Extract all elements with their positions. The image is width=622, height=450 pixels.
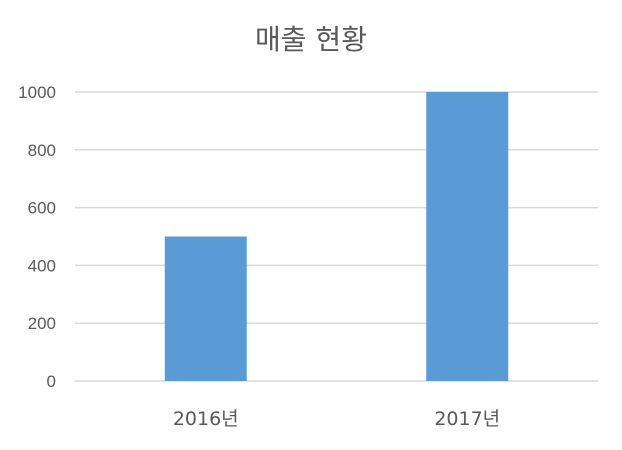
bar-1 (164, 236, 247, 381)
y-tick-label: 200 (28, 314, 56, 333)
y-axis-ticks: 0 200 400 600 800 1000 (18, 83, 56, 391)
bar-layer (164, 92, 509, 381)
y-tick-label: 800 (28, 141, 56, 160)
y-tick-label: 600 (28, 199, 56, 218)
y-tick-label: 1000 (18, 83, 56, 102)
x-category-label: 2017년 (434, 408, 500, 430)
x-axis-categories: 2016년 2017년 (173, 408, 500, 430)
y-tick-label: 0 (47, 372, 56, 391)
bar-2 (426, 92, 509, 381)
grid-layer (75, 91, 598, 382)
y-tick-label: 400 (28, 256, 56, 275)
chart-title: 매출 현황 (255, 23, 367, 56)
x-category-label: 2016년 (173, 408, 239, 430)
